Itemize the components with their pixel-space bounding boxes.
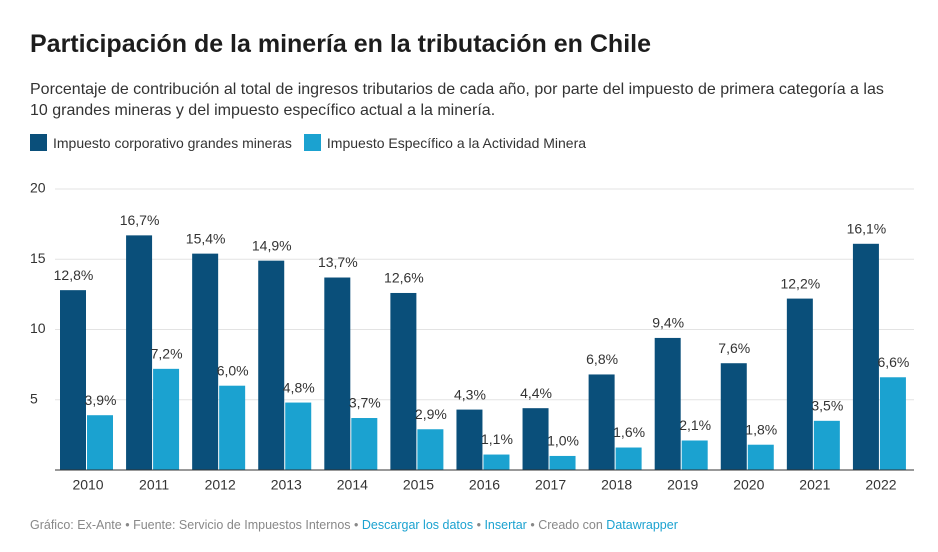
x-tick-label: 2011 xyxy=(139,477,169,493)
bar xyxy=(192,253,219,470)
created: Creado con xyxy=(538,518,603,532)
value-label: 4,8% xyxy=(283,379,315,395)
separator: • xyxy=(530,518,535,532)
credit: Gráfico: Ex-Ante xyxy=(30,518,122,532)
x-tick-label: 2010 xyxy=(72,477,103,493)
separator: • xyxy=(125,518,130,532)
chart-subtitle: Porcentaje de contribución al total de i… xyxy=(30,81,884,119)
value-label: 15,4% xyxy=(186,230,226,246)
value-label: 4,4% xyxy=(520,385,552,401)
value-label: 16,1% xyxy=(847,220,887,236)
bar xyxy=(852,243,879,470)
footer: Gráfico: Ex-Ante • Fuente: Servicio de I… xyxy=(30,518,678,532)
source: Fuente: Servicio de Impuestos Internos xyxy=(133,518,351,532)
legend-item: Impuesto corporativo grandes mineras xyxy=(30,134,292,151)
x-tick-label: 2020 xyxy=(733,477,764,493)
x-tick-label: 2013 xyxy=(271,477,302,493)
value-label: 1,6% xyxy=(613,424,645,440)
value-label: 12,6% xyxy=(384,270,424,286)
x-tick-label: 2016 xyxy=(469,477,500,493)
tick-label-bg xyxy=(28,180,50,198)
legend-swatch xyxy=(303,134,321,151)
value-label: 3,7% xyxy=(349,395,381,411)
value-label: 9,4% xyxy=(652,315,684,331)
bar xyxy=(654,337,681,470)
x-tick-label: 2022 xyxy=(865,477,896,493)
bar xyxy=(285,402,312,470)
value-label: 1,1% xyxy=(481,431,513,447)
bar xyxy=(351,418,378,470)
separator: • xyxy=(476,518,481,532)
y-tick-label: 10 xyxy=(30,320,46,336)
bar xyxy=(126,235,153,470)
bar xyxy=(153,368,180,470)
bar xyxy=(720,363,747,470)
legend-swatch xyxy=(30,134,47,151)
bar xyxy=(786,298,813,470)
x-tick-label: 2021 xyxy=(799,477,830,493)
bar xyxy=(879,377,906,470)
value-label: 1,8% xyxy=(745,421,777,437)
x-tick-label: 2017 xyxy=(535,477,566,493)
value-label: 13,7% xyxy=(318,254,358,270)
bar xyxy=(615,447,642,470)
tick-label-bg xyxy=(28,320,50,339)
bar xyxy=(219,385,246,470)
bar xyxy=(681,440,708,470)
bar xyxy=(813,420,840,470)
tick-label-bg xyxy=(28,250,50,269)
bar xyxy=(549,455,576,470)
value-label: 2,9% xyxy=(415,406,447,422)
value-label: 3,9% xyxy=(85,392,117,408)
separator: • xyxy=(354,518,359,532)
x-tick-label: 2019 xyxy=(667,477,698,493)
legend: Impuesto corporativo grandes mineras Imp… xyxy=(30,134,586,151)
bar xyxy=(87,415,113,470)
value-label: 2,1% xyxy=(679,417,711,433)
bar xyxy=(417,429,444,470)
value-label: 3,5% xyxy=(811,398,843,414)
value-label: 6,0% xyxy=(217,362,249,378)
value-label: 12,2% xyxy=(780,275,820,291)
legend-item: Impuesto Específico a la Actividad Miner… xyxy=(303,134,587,151)
value-label: 12,8% xyxy=(54,267,94,283)
bar xyxy=(483,454,510,470)
x-tick-label: 2014 xyxy=(337,477,368,493)
value-label: 14,9% xyxy=(252,237,292,253)
bar xyxy=(747,444,774,470)
bar xyxy=(390,292,417,470)
bar xyxy=(456,409,483,470)
bar xyxy=(258,260,285,470)
bar xyxy=(324,277,351,470)
value-label: 6,8% xyxy=(586,351,618,367)
bar xyxy=(522,408,549,470)
tool-link[interactable]: Datawrapper xyxy=(606,518,678,532)
y-tick-label: 20 xyxy=(30,180,46,196)
bar xyxy=(588,374,615,470)
legend-label: Impuesto corporativo grandes mineras xyxy=(53,134,292,151)
x-tick-label: 2012 xyxy=(205,477,236,493)
chart-title: Participación de la minería en la tribut… xyxy=(30,30,651,58)
value-label: 16,7% xyxy=(120,212,160,228)
value-label: 6,6% xyxy=(877,354,909,370)
legend-label: Impuesto Específico a la Actividad Miner… xyxy=(326,134,587,151)
value-label: 4,3% xyxy=(454,386,486,402)
bar xyxy=(60,290,86,470)
download-link[interactable]: Descargar los datos xyxy=(361,518,474,532)
value-label: 1,0% xyxy=(547,433,579,449)
value-label: 7,2% xyxy=(151,346,183,362)
embed-link[interactable]: Insertar xyxy=(484,518,527,532)
y-tick-label: 5 xyxy=(30,390,38,406)
x-tick-label: 2015 xyxy=(403,477,434,493)
x-tick-label: 2018 xyxy=(601,477,632,493)
y-tick-label: 15 xyxy=(30,250,46,266)
tick-label-bg xyxy=(28,390,50,409)
value-label: 7,6% xyxy=(718,340,750,356)
